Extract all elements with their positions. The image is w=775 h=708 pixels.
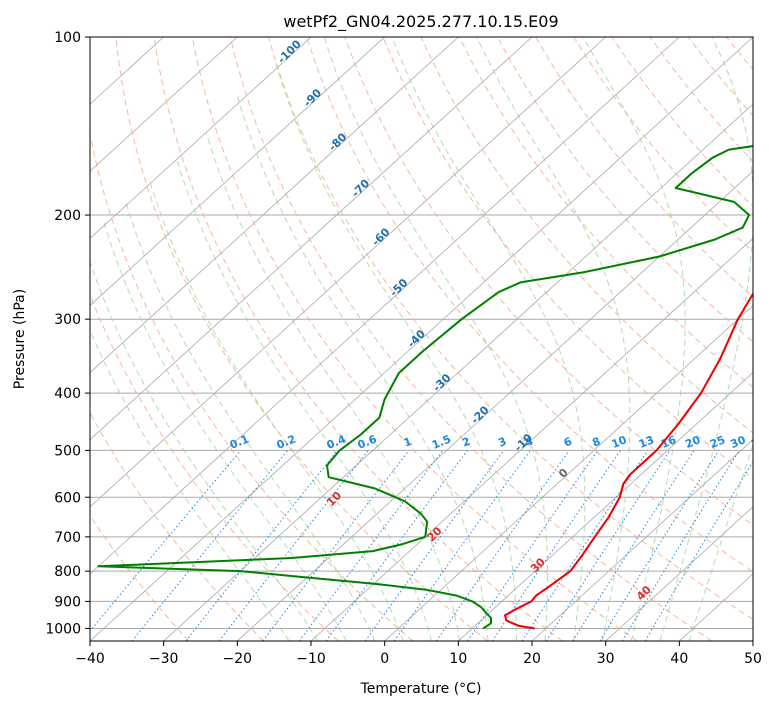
isotherm-line: [163, 103, 753, 641]
sounding-series: [97, 145, 753, 630]
dry-adiabat-line: [90, 411, 264, 641]
moist-adiabat-lines: [90, 37, 753, 641]
y-tick-label: 900: [54, 594, 81, 610]
y-tick-label: 100: [54, 30, 81, 46]
dry-adiabat-line: [90, 514, 190, 641]
temperature-profile-line: [504, 291, 753, 630]
mixing-ratio-label: 8: [590, 435, 602, 450]
isotherm-line: [237, 170, 753, 641]
mixing-ratio-label: 16: [659, 433, 678, 451]
y-tick-label: 500: [54, 443, 81, 459]
moist-adiabat-line: [236, 94, 489, 641]
pressure-gridlines: [90, 37, 753, 629]
mixing-ratio-label: 30: [728, 433, 747, 451]
mixing-ratio-label: 10: [610, 433, 629, 451]
dry-adiabat-line: [306, 37, 753, 573]
y-axis: 100 200 300 400 500 600 700 800 900 1000: [45, 30, 90, 637]
x-tick-label: 20: [523, 651, 541, 667]
mixing-ratio-line: [298, 450, 444, 641]
mixing-ratio-line: [521, 450, 649, 641]
mixing-ratio-label: 20: [683, 433, 702, 451]
mixing-ratio-line: [325, 450, 468, 641]
isotherm-line: [90, 37, 606, 508]
isotherm-line: [310, 237, 753, 641]
plot-frame: [89, 36, 754, 642]
mixing-ratio-line: [435, 450, 570, 641]
y-tick-label: 700: [54, 530, 81, 546]
dry-adiabat-line: [115, 37, 488, 641]
mixing-ratio-lines: [90, 450, 753, 641]
x-tick-label: 30: [597, 651, 615, 667]
x-tick-label: −10: [296, 651, 326, 667]
x-tick-label: 10: [449, 651, 467, 667]
mixing-ratio-label: 36: [749, 433, 768, 451]
mixing-ratio-line: [621, 450, 740, 641]
moist-adiabat-line: [90, 260, 319, 641]
moist-adiabat-line: [476, 37, 631, 641]
isotherm-line: [90, 37, 238, 172]
mixing-ratio-line: [364, 450, 505, 641]
mixing-ratio-line: [393, 450, 531, 641]
moist-adiabat-line: [149, 180, 404, 641]
mixing-ratio-line: [185, 450, 338, 641]
isotherm-line: [90, 37, 459, 374]
y-tick-label: 600: [54, 490, 81, 506]
y-tick-label: 400: [54, 386, 81, 402]
isotherm-line: [90, 37, 385, 306]
isotherm-line: [531, 439, 753, 641]
mixing-ratio-label: 13: [637, 433, 656, 451]
moist-adiabat-line: [103, 221, 347, 641]
x-axis: −40 −30 −20 −10 0 10 20 30 40 50: [75, 641, 762, 667]
mixing-ratio-line: [491, 450, 621, 641]
moist-adiabat-line: [323, 37, 548, 641]
moist-adiabat-line: [175, 157, 432, 641]
mixing-ratio-label: 2: [460, 435, 472, 450]
dry-adiabat-line: [229, 37, 712, 641]
moist-adiabat-line: [90, 329, 290, 641]
isotherm-line: [90, 37, 312, 239]
isotherm-line: [90, 37, 533, 441]
x-tick-label: −30: [149, 651, 179, 667]
isotherm-lines: [90, 37, 753, 641]
mixing-ratio-line: [545, 450, 671, 641]
mixing-ratio-line: [90, 450, 242, 632]
mixing-ratio-line: [599, 450, 720, 641]
dry-adiabat-line: [268, 37, 753, 621]
mixing-ratio-line: [467, 450, 599, 641]
mixing-ratio-line: [572, 450, 695, 641]
moist-adiabat-line: [582, 37, 686, 641]
isotherm-line: [605, 506, 753, 641]
y-tick-label: 300: [54, 312, 81, 328]
x-tick-label: −40: [75, 651, 105, 667]
moist-adiabat-line: [659, 37, 753, 641]
isotherm-line: [384, 304, 753, 641]
x-tick-label: 40: [670, 651, 688, 667]
y-tick-label: 1000: [45, 621, 81, 637]
dry-adiabat-line: [344, 37, 753, 526]
dry-adiabat-line: [153, 37, 563, 641]
isotherm-line: [458, 372, 753, 641]
x-tick-label: −20: [223, 651, 253, 667]
mixing-ratio-label: 1: [402, 435, 414, 450]
mixing-ratio-line: [262, 450, 410, 641]
dewpoint-profile-line: [97, 145, 753, 630]
y-tick-label: 200: [54, 208, 81, 224]
mixing-ratio-label: 25: [708, 433, 727, 451]
mixing-ratio-label: 3: [496, 435, 508, 450]
y-tick-label: 800: [54, 564, 81, 580]
isotherm-line: [90, 37, 753, 641]
x-tick-label: 0: [380, 651, 389, 667]
chart-title: wetPf2_GN04.2025.277.10.15.E09: [283, 12, 558, 32]
moist-adiabat-line: [274, 61, 517, 641]
y-axis-label: Pressure (hPa): [12, 289, 28, 389]
x-tick-label: 50: [744, 651, 762, 667]
dry-adiabat-line: [535, 37, 753, 298]
isotherm-line: [90, 37, 680, 575]
moist-adiabat-line: [125, 201, 376, 641]
dry-adiabat-line: [90, 131, 414, 641]
moist-adiabat-line: [688, 443, 753, 641]
x-axis-label: Temperature (°C): [360, 681, 482, 697]
